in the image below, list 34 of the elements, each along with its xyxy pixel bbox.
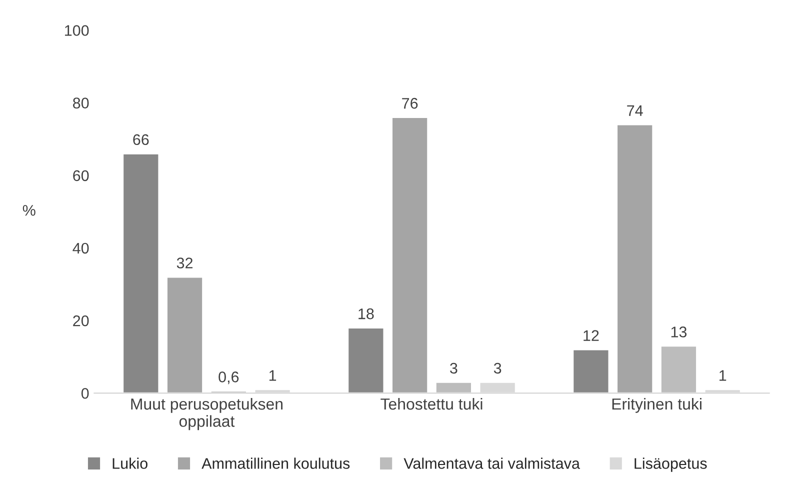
y-tick-label: 40: [72, 242, 89, 254]
x-tick-label: Muut perusopetuksen oppilaat: [131, 398, 282, 430]
legend-label: Lukio: [112, 458, 148, 469]
legend-label: Ammatillinen koulutus: [202, 458, 350, 469]
data-label: 32: [176, 258, 193, 268]
x-tick-label: Erityinen tuki: [612, 398, 702, 413]
bar: [347, 327, 385, 394]
data-label: 12: [584, 330, 599, 341]
data-label: 1: [269, 370, 276, 381]
y-tick-label: 100: [65, 25, 89, 36]
data-label: 3: [450, 362, 458, 374]
bar: [434, 382, 472, 394]
data-label: 1: [720, 370, 726, 381]
data-label: 3: [494, 362, 502, 374]
bar: [572, 348, 610, 394]
bar: [391, 116, 429, 394]
y-tick-label: 60: [73, 170, 89, 182]
bar: [166, 276, 204, 394]
bar: [660, 345, 698, 394]
data-label: 13: [671, 326, 687, 338]
y-tick-label: 80: [73, 98, 89, 108]
legend-label: Valmentava tai valmistava: [404, 458, 580, 469]
x-tick-label: Tehostettu tuki: [380, 398, 482, 410]
data-label: 18: [358, 308, 374, 320]
data-label: 66: [133, 134, 149, 146]
bar: [122, 152, 160, 394]
y-axis-title: %: [22, 205, 36, 216]
data-label: 74: [627, 105, 643, 116]
y-tick-label: 20: [73, 315, 89, 326]
data-label: 76: [402, 98, 418, 109]
y-tick-label: 0: [81, 388, 89, 399]
legend-label: Lisäopetus: [634, 458, 707, 472]
data-label: 0,6: [218, 372, 239, 384]
bar: [616, 124, 654, 394]
